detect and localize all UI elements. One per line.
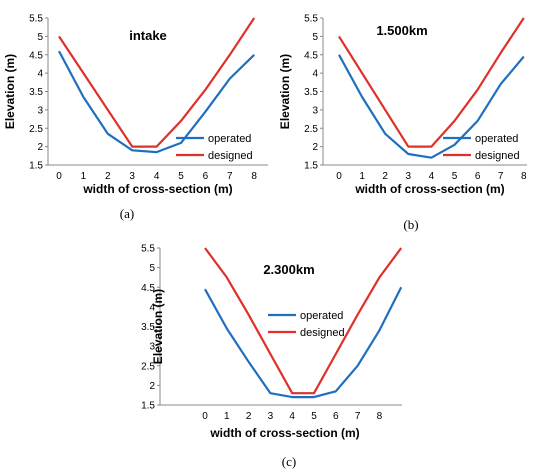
chart-2: 1.5 2 2.5 3 3.5 4 4.5 5 5.5 0 1 2 3 4 5 6 7 8 1.500km opera… — [278, 14, 527, 233]
y-tick-label: 5 — [312, 32, 318, 43]
x-tick-label: 3 — [268, 411, 274, 422]
y-tick-label: 3.5 — [29, 87, 43, 98]
x-tick-label: 0 — [202, 411, 208, 422]
y-axis-label: Elevation (m) — [278, 54, 292, 129]
legend-label-operated: operated — [475, 133, 518, 145]
panel-caption: (b) — [403, 217, 418, 232]
x-tick-label: 3 — [129, 171, 135, 182]
y-tick-label: 4.5 — [304, 50, 318, 61]
panel-caption: (c) — [282, 454, 296, 469]
legend-label-designed: designed — [208, 150, 253, 162]
x-tick-label: 2 — [246, 411, 252, 422]
y-tick-label: 4 — [149, 302, 155, 313]
x-tick-label: 4 — [154, 171, 160, 182]
x-tick-label: 1 — [81, 171, 87, 182]
x-tick-label: 5 — [452, 171, 458, 182]
y-tick-label: 2 — [37, 142, 43, 153]
legend-label-operated: operated — [300, 310, 343, 322]
chart-title: intake — [129, 28, 167, 43]
x-tick-label: 3 — [406, 171, 412, 182]
x-axis-label: width of cross-section (m) — [82, 182, 232, 196]
y-tick-label: 3.5 — [141, 322, 155, 333]
x-tick-label: 8 — [521, 171, 527, 182]
x-axis-label: width of cross-section (m) — [354, 182, 504, 196]
y-tick-label: 4.5 — [29, 50, 43, 61]
y-tick-label: 2 — [149, 381, 155, 392]
x-tick-label: 1 — [359, 171, 365, 182]
legend-label-operated: operated — [208, 133, 251, 145]
legend-label-designed: designed — [475, 150, 520, 162]
y-tick-label: 2.5 — [29, 124, 43, 135]
y-tick-label: 2 — [312, 142, 318, 153]
series-line-designed — [58, 17, 256, 148]
x-tick-label: 7 — [498, 171, 504, 182]
x-tick-label: 1 — [224, 411, 230, 422]
y-tick-label: 2.5 — [141, 361, 155, 372]
x-tick-label: 0 — [336, 171, 342, 182]
panel-caption: (a) — [120, 206, 134, 221]
y-tick-label: 3 — [37, 105, 43, 116]
y-tick-label: 2.5 — [304, 124, 318, 135]
y-tick-label: 3.5 — [304, 87, 318, 98]
x-axis-label: width of cross-section (m) — [209, 426, 359, 440]
y-tick-label: 4.5 — [141, 283, 155, 294]
y-tick-label: 3 — [149, 342, 155, 353]
y-tick-label: 1.5 — [29, 161, 43, 172]
x-tick-label: 6 — [333, 411, 339, 422]
series-line-operated — [204, 286, 403, 399]
x-tick-label: 8 — [377, 411, 383, 422]
series-line-designed — [204, 247, 403, 395]
x-tick-label: 0 — [56, 171, 62, 182]
y-tick-label: 5.5 — [304, 14, 318, 25]
x-tick-label: 2 — [382, 171, 388, 182]
series-line-operated — [338, 54, 525, 159]
x-tick-label: 7 — [227, 171, 233, 182]
y-tick-label: 4 — [37, 69, 43, 80]
chart-1: 1.5 2 2.5 3 3.5 4 4.5 5 5.5 0 1 2 3 4 5 6 7 8 intake operat… — [3, 14, 268, 221]
y-axis-label: Elevation (m) — [3, 54, 17, 129]
chart-3: 1.5 2 2.5 3 3.5 4 4.5 5 5.5 0 1 2 3 4 5 6 7 8 2.300km opera… — [141, 244, 403, 469]
chart-title: 1.500km — [376, 23, 427, 38]
legend-label-designed: designed — [300, 327, 345, 339]
y-tick-label: 1.5 — [141, 401, 155, 412]
y-axis-label: Elevation (m) — [151, 289, 165, 364]
y-tick-label: 1.5 — [304, 161, 318, 172]
x-tick-label: 6 — [475, 171, 481, 182]
x-tick-label: 7 — [355, 411, 361, 422]
x-tick-label: 5 — [178, 171, 184, 182]
x-tick-label: 6 — [203, 171, 209, 182]
y-tick-label: 5 — [37, 32, 43, 43]
x-tick-label: 4 — [429, 171, 435, 182]
x-tick-label: 8 — [251, 171, 257, 182]
y-tick-label: 4 — [312, 69, 318, 80]
x-tick-label: 4 — [289, 411, 295, 422]
y-tick-label: 5.5 — [141, 244, 155, 255]
y-tick-label: 3 — [312, 105, 318, 116]
series-line-operated — [58, 50, 255, 154]
series-line-designed — [338, 17, 525, 148]
x-tick-label: 2 — [105, 171, 111, 182]
x-tick-label: 5 — [311, 411, 317, 422]
chart-title: 2.300km — [263, 262, 314, 277]
y-tick-label: 5 — [149, 263, 155, 274]
y-tick-label: 5.5 — [29, 14, 43, 25]
